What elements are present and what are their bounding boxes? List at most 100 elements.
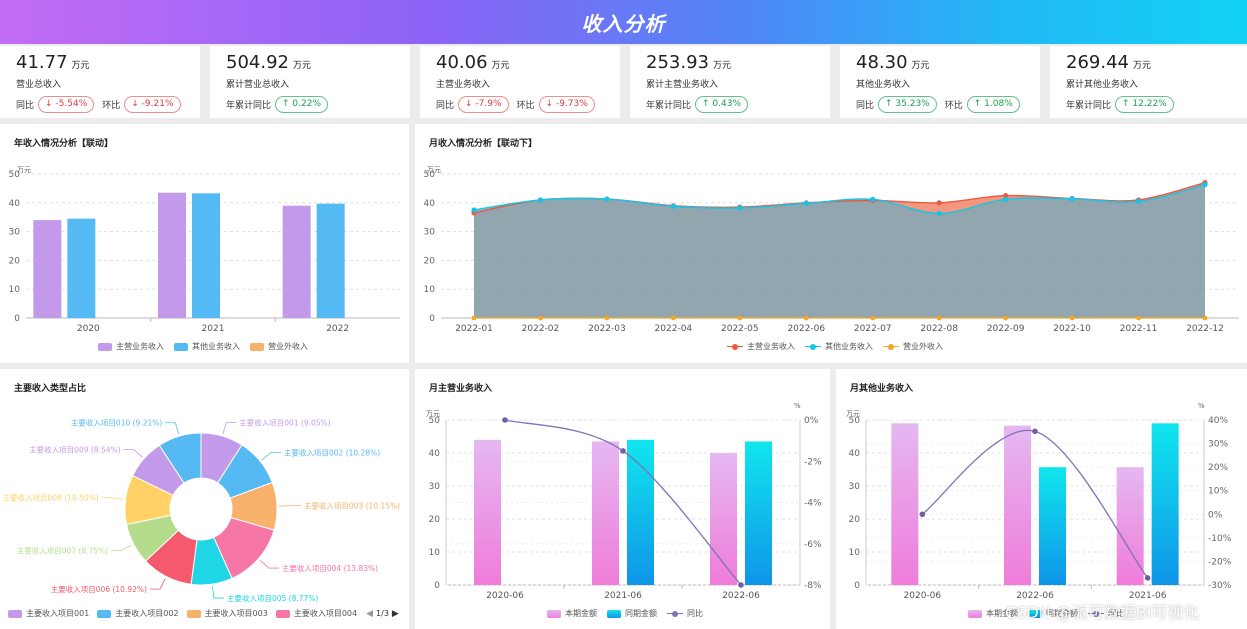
data-point — [1136, 315, 1141, 321]
y-tick-label: 0 — [14, 314, 20, 324]
yoy-point — [502, 417, 508, 423]
y2-tick-label: 10% — [1208, 487, 1228, 497]
legend-item[interactable]: 同期金额 — [607, 608, 657, 619]
kpi-value: 504.92 — [226, 52, 289, 73]
y-tick-label: 30 — [429, 482, 441, 492]
legend-label: 同比 — [1108, 609, 1124, 618]
kpi-value: 40.06 — [436, 52, 488, 73]
bar-current — [1116, 467, 1144, 585]
x-tick-label: 2020 — [77, 324, 100, 334]
x-tick-label: 2022-01 — [455, 324, 493, 334]
legend-swatch — [97, 609, 112, 618]
kpi-unit: 万元 — [712, 61, 731, 71]
y-axis-unit: 万元 — [427, 166, 441, 174]
legend-pager: ◀ 1/3 ▶ — [363, 609, 402, 619]
data-point — [538, 315, 543, 321]
panel-revenue-type-share: 主要收入类型占比 主要收入项目001 (9.05%) 主要收入项目002 (10.… — [0, 369, 409, 629]
legend-item[interactable]: 主要收入项目002 — [97, 608, 179, 619]
chart-title: 月主营业务收入 — [429, 384, 493, 394]
legend-label: 主要收入项目002 — [115, 609, 179, 618]
legend-swatch — [250, 342, 264, 351]
kpi-yoy-badge: ↓ -7.9% — [458, 96, 509, 113]
bar-prior — [1039, 467, 1066, 585]
y2-tick-label: -30% — [1208, 581, 1232, 591]
legend-item[interactable]: 主要收入项目001 — [8, 608, 89, 619]
data-point — [737, 205, 743, 211]
kpi-label: 累计主营业务收入 — [646, 80, 719, 90]
bar — [158, 192, 186, 318]
legend-label: 主要收入项目001 — [26, 609, 90, 618]
y-tick-label: 20 — [849, 515, 861, 525]
legend-swatch — [275, 609, 290, 618]
kpi-card-cumulative-other-revenue: 269.44 万元 累计其他业务收入 年累计同比 ↑ 12.22% — [1050, 46, 1247, 118]
data-point — [471, 207, 477, 213]
data-point — [803, 315, 809, 321]
kpi-metric-label: 年累计同比 — [646, 101, 692, 111]
pie-legend: 主要收入项目001 主要收入项目002 主要收入项目003 主要收入项目004 … — [8, 608, 402, 619]
y-tick-label: 30 — [424, 228, 436, 238]
data-point — [936, 210, 942, 217]
y2-tick-label: 40% — [1208, 416, 1228, 426]
slice-label: 主要收入项目004 (13.83%) — [282, 563, 378, 573]
prev-page-icon[interactable]: ◀ — [366, 608, 374, 619]
data-point — [1069, 196, 1075, 202]
kpi-card-cumulative-main-revenue: 253.93 万元 累计主营业务收入 年累计同比 ↑ 0.43% — [630, 46, 830, 118]
kpi-metric-label: 同比 — [436, 101, 455, 111]
data-point — [604, 196, 610, 202]
kpi-label: 主营业务收入 — [436, 80, 491, 90]
legend-item[interactable]: 其他业务收入 — [805, 341, 873, 352]
legend-swatch — [174, 342, 188, 351]
legend-item[interactable]: 其他业务收入 — [174, 341, 240, 352]
data-point — [870, 196, 876, 202]
legend-swatch — [667, 610, 683, 618]
legend-label: 主营业务收入 — [116, 342, 164, 351]
x-tick-label: 2022-11 — [1120, 324, 1158, 334]
label-leader-line — [165, 422, 180, 435]
data-point — [1003, 196, 1009, 202]
legend-item[interactable]: 营业外收入 — [883, 341, 943, 352]
yoy-point — [620, 448, 626, 454]
legend-item[interactable]: 主要收入项目003 — [186, 608, 268, 619]
y-tick-label: 30 — [9, 228, 21, 238]
kpi-card-other-revenue: 48.30 万元 其他业务收入 同比 ↑ 35.23% 环比 ↑ 1.08% — [840, 46, 1040, 118]
x-tick-label: 2022-04 — [655, 324, 693, 334]
kpi-metric-label: 环比 — [102, 101, 121, 111]
legend-item[interactable]: 本期金额 — [968, 608, 1018, 619]
legend-item[interactable]: 主营业务收入 — [98, 341, 164, 352]
next-page-icon[interactable]: ▶ — [391, 608, 399, 619]
kpi-mom-badge: ↓ -9.73% — [538, 96, 595, 113]
legend-label: 同比 — [687, 609, 703, 618]
legend-item[interactable]: 同比 — [667, 608, 703, 619]
legend-label: 本期金额 — [986, 609, 1018, 618]
yoy-point — [738, 582, 744, 588]
legend-item[interactable]: 主营业务收入 — [727, 341, 795, 352]
legend-swatch — [1028, 609, 1042, 618]
kpi-value: 41.77 — [16, 52, 68, 73]
legend-swatch — [547, 609, 561, 618]
kpi-value: 269.44 — [1066, 52, 1129, 73]
x-tick-label: 2021-06 — [604, 591, 642, 601]
legend-item[interactable]: 营业外收入 — [250, 341, 308, 352]
legend-item[interactable]: 同期金额 — [1028, 608, 1078, 619]
kpi-metric-label: 同比 — [856, 101, 875, 111]
y-tick-label: 0 — [434, 581, 440, 591]
legend-item[interactable]: 同比 — [1088, 608, 1124, 619]
kpi-label: 累计营业总收入 — [226, 80, 290, 90]
slice-label: 主要收入项目010 (9.21%) — [71, 418, 162, 428]
bar-prior — [627, 439, 654, 585]
annual-bar-chart: 万元 0 10 20 30 40 50 2020 2021 2022 — [9, 166, 400, 334]
data-point — [604, 315, 610, 321]
x-tick-label: 2022-05 — [721, 324, 759, 334]
legend-item[interactable]: 主要收入项目004 — [275, 608, 357, 619]
slice-label: 主要收入项目001 (9.05%) — [239, 418, 330, 428]
panel-other-business-monthly: 月其他业务收入 万元% 0 10 20 30 40 50 40% 30% 20% 10% 0% -10%… — [836, 369, 1247, 629]
x-tick-label: 2022-09 — [987, 324, 1025, 334]
monthly-area-chart: 万元 0 10 20 30 40 50 2022-01 2022-02 2022-03 2022-0… — [424, 166, 1239, 334]
legend-label: 其他业务收入 — [825, 342, 873, 351]
legend-swatch — [8, 609, 22, 618]
kpi-value: 48.30 — [856, 52, 908, 73]
legend-item[interactable]: 本期金额 — [547, 608, 597, 619]
chart-title: 主要收入类型占比 — [14, 384, 87, 394]
main-month-legend: 本期金额 同期金额 同比 — [547, 608, 713, 619]
legend-swatch — [968, 609, 982, 618]
